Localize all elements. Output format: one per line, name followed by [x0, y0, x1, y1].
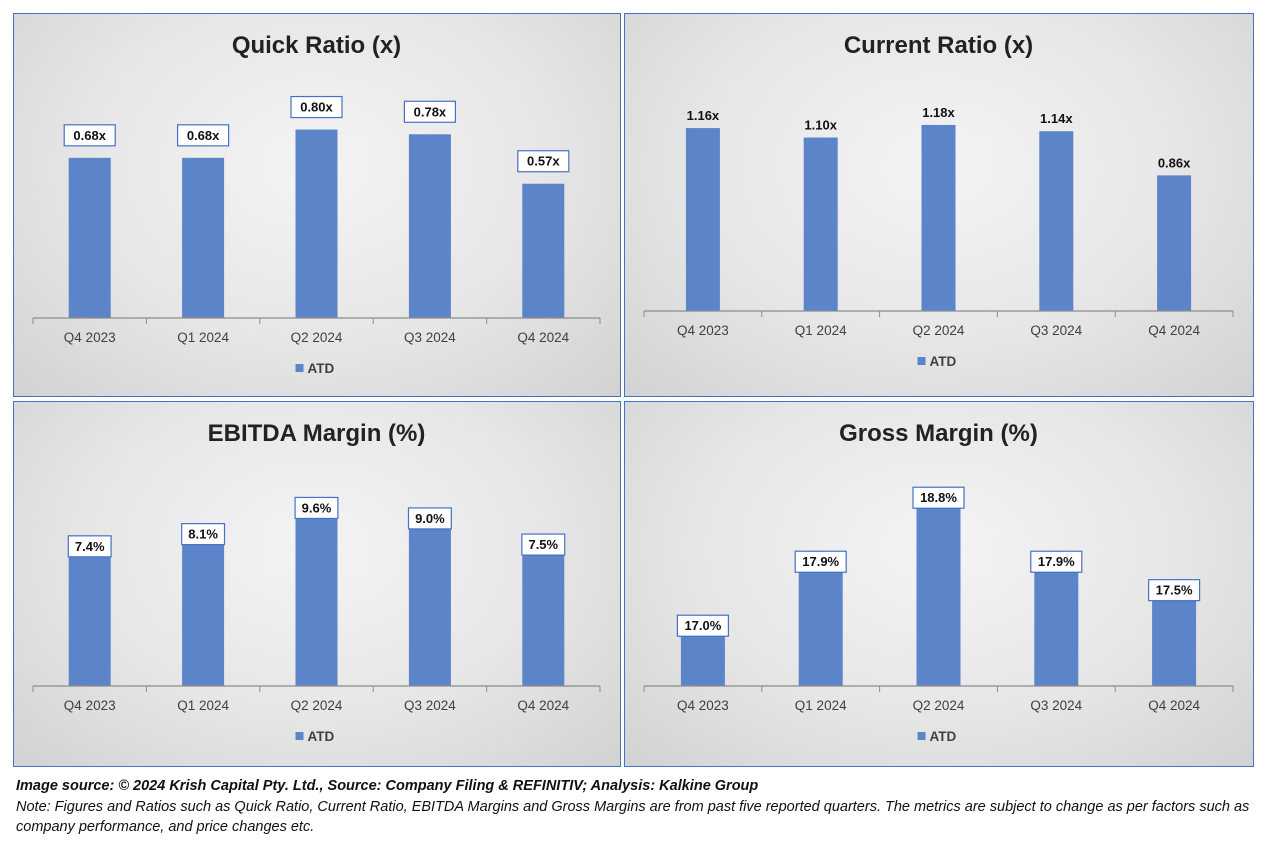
ebitda-margin-chart: EBITDA Margin (%) 7.4% 8.1% 9.6% 9.0% 7.5% Q4 …: [32, 420, 601, 744]
bar: [1157, 175, 1192, 311]
quick-ratio-chart-panel: Quick Ratio (x) 0.68x 0.68x 0.80x 0.78x 0.57x…: [13, 13, 621, 397]
data-label-box: [1147, 579, 1201, 602]
x-tick-label: Q4 2023: [677, 698, 729, 713]
bar: [803, 137, 838, 311]
data-label: 1.10x: [804, 118, 837, 133]
data-label: 7.4%: [75, 539, 105, 554]
x-tick-label: Q3 2024: [404, 698, 456, 713]
legend-swatch: [917, 732, 926, 740]
bar: [916, 508, 961, 686]
x-tick-label: Q4 2023: [64, 330, 116, 345]
x-tick-label: Q2 2024: [913, 323, 965, 338]
data-label: 17.5%: [1156, 583, 1193, 598]
data-label: 0.80x: [300, 100, 333, 115]
bar: [921, 124, 956, 311]
gross-margin-chart-panel: Gross Margin (%) 17.0% 17.9% 18.8% 17.9% 17.5…: [624, 401, 1254, 767]
x-tick-label: Q4 2024: [517, 698, 569, 713]
x-tick-label: Q1 2024: [177, 698, 229, 713]
legend-label: ATD: [930, 354, 957, 369]
data-label-box: [177, 124, 230, 147]
data-label: 0.68x: [187, 128, 220, 143]
x-tick-label: Q4 2023: [64, 698, 116, 713]
legend-label: ATD: [308, 361, 335, 376]
current-ratio-chart: Current Ratio (x) 1.16x 1.10x 1.18x 1.14x 0.8…: [643, 32, 1234, 369]
data-label-box: [67, 535, 112, 558]
bar: [182, 157, 225, 318]
data-label-box: [676, 614, 730, 637]
gross-margin-chart: Gross Margin (%) 17.0% 17.9% 18.8% 17.9% 17.5…: [643, 420, 1234, 744]
bar: [522, 555, 565, 686]
data-label: 7.5%: [528, 537, 558, 552]
footer-notes: Image source: © 2024 Krish Capital Pty. …: [16, 778, 1256, 837]
bar: [798, 572, 843, 686]
legend-label: ATD: [308, 729, 335, 744]
bar: [680, 636, 725, 686]
image-source-text: Image source: © 2024 Krish Capital Pty. …: [16, 778, 759, 794]
bar: [295, 129, 338, 318]
data-label: 0.86x: [1158, 155, 1191, 170]
bar: [522, 183, 565, 318]
bar: [408, 528, 451, 686]
chart-title: Quick Ratio (x): [232, 32, 401, 59]
x-tick-label: Q1 2024: [177, 330, 229, 345]
x-tick-label: Q3 2024: [1030, 323, 1082, 338]
bar: [68, 556, 111, 686]
data-label: 1.14x: [1040, 111, 1073, 126]
data-label-box: [294, 496, 339, 520]
data-label-box: [912, 486, 965, 509]
x-tick-label: Q3 2024: [404, 330, 456, 345]
x-tick-label: Q4 2024: [1148, 323, 1200, 338]
data-label-box: [521, 533, 566, 556]
quick-ratio-chart: Quick Ratio (x) 0.68x 0.68x 0.80x 0.78x 0.57x…: [32, 32, 601, 376]
legend-swatch: [295, 364, 304, 372]
data-label: 0.68x: [73, 128, 106, 143]
data-label: 17.9%: [802, 554, 839, 569]
bar: [68, 157, 111, 318]
data-label: 1.16x: [687, 108, 720, 123]
x-tick-label: Q2 2024: [291, 330, 343, 345]
data-label-box: [403, 100, 456, 123]
bar: [295, 518, 338, 686]
x-tick-label: Q4 2024: [1148, 698, 1200, 713]
data-label: 0.78x: [414, 104, 447, 119]
current-ratio-chart-panel: Current Ratio (x) 1.16x 1.10x 1.18x 1.14x 0.8…: [624, 13, 1254, 397]
data-label-box: [290, 95, 343, 119]
data-label-box: [181, 523, 226, 546]
bar: [685, 128, 720, 311]
bar: [408, 134, 451, 318]
x-tick-label: Q1 2024: [795, 698, 847, 713]
legend-label: ATD: [930, 729, 957, 744]
ebitda-margin-chart-panel: EBITDA Margin (%) 7.4% 8.1% 9.6% 9.0% 7.5% Q4 …: [13, 401, 621, 767]
data-label-box: [1030, 550, 1083, 573]
x-tick-label: Q3 2024: [1030, 698, 1082, 713]
data-label: 17.9%: [1038, 554, 1075, 569]
data-label: 17.0%: [684, 618, 721, 633]
data-label: 1.18x: [922, 105, 955, 120]
x-tick-label: Q2 2024: [913, 698, 965, 713]
x-tick-label: Q4 2023: [677, 323, 729, 338]
bar: [1152, 600, 1197, 686]
data-label: 9.0%: [415, 511, 445, 526]
bar: [1034, 572, 1079, 686]
data-label: 0.57x: [527, 154, 560, 169]
data-label: 18.8%: [920, 490, 957, 505]
data-label-box: [407, 507, 452, 530]
x-tick-label: Q2 2024: [291, 698, 343, 713]
legend-swatch: [295, 732, 304, 740]
bar: [182, 544, 225, 686]
chart-title: EBITDA Margin (%): [208, 420, 426, 447]
bar: [1039, 131, 1074, 311]
data-label-box: [517, 150, 570, 173]
data-label: 8.1%: [188, 527, 218, 542]
data-label: 9.6%: [302, 500, 332, 515]
chart-title: Gross Margin (%): [839, 420, 1038, 447]
legend-swatch: [917, 357, 926, 365]
x-tick-label: Q4 2024: [517, 330, 569, 345]
data-label-box: [63, 124, 116, 147]
chart-title: Current Ratio (x): [844, 32, 1033, 59]
x-tick-label: Q1 2024: [795, 323, 847, 338]
data-label-box: [794, 550, 847, 573]
note-text: Note: Figures and Ratios such as Quick R…: [16, 799, 1250, 835]
